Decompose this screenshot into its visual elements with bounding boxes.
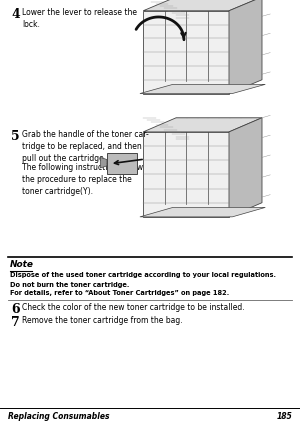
Polygon shape — [143, 0, 262, 11]
Text: Do not burn the toner cartridge.: Do not burn the toner cartridge. — [10, 282, 129, 288]
Polygon shape — [140, 84, 265, 94]
Text: 6: 6 — [11, 303, 20, 316]
Text: 4: 4 — [11, 8, 20, 21]
Text: Lower the lever to release the
lock.: Lower the lever to release the lock. — [22, 8, 137, 29]
Text: Dispose of the used toner cartridge according to your local regulations.: Dispose of the used toner cartridge acco… — [10, 272, 276, 278]
Polygon shape — [229, 118, 262, 217]
Polygon shape — [143, 11, 229, 94]
Text: Note: Note — [10, 260, 34, 269]
Text: Replacing Consumables: Replacing Consumables — [8, 412, 109, 421]
Text: Grab the handle of the toner car-
tridge to be replaced, and then
pull out the c: Grab the handle of the toner car- tridge… — [22, 130, 149, 163]
Text: Check the color of the new toner cartridge to be installed.: Check the color of the new toner cartrid… — [22, 303, 244, 312]
Text: For details, refer to “About Toner Cartridges” on page 182.: For details, refer to “About Toner Cartr… — [10, 290, 229, 296]
Polygon shape — [140, 207, 265, 217]
FancyBboxPatch shape — [107, 153, 136, 174]
Polygon shape — [100, 157, 107, 168]
Text: 5: 5 — [11, 130, 20, 143]
Polygon shape — [143, 118, 262, 132]
Text: 7: 7 — [11, 316, 20, 329]
Polygon shape — [229, 0, 262, 94]
Text: Remove the toner cartridge from the bag.: Remove the toner cartridge from the bag. — [22, 316, 183, 325]
Text: The following instructions show
the procedure to replace the
toner cartridge(Y).: The following instructions show the proc… — [22, 163, 143, 196]
Polygon shape — [143, 132, 229, 217]
Text: 185: 185 — [276, 412, 292, 421]
